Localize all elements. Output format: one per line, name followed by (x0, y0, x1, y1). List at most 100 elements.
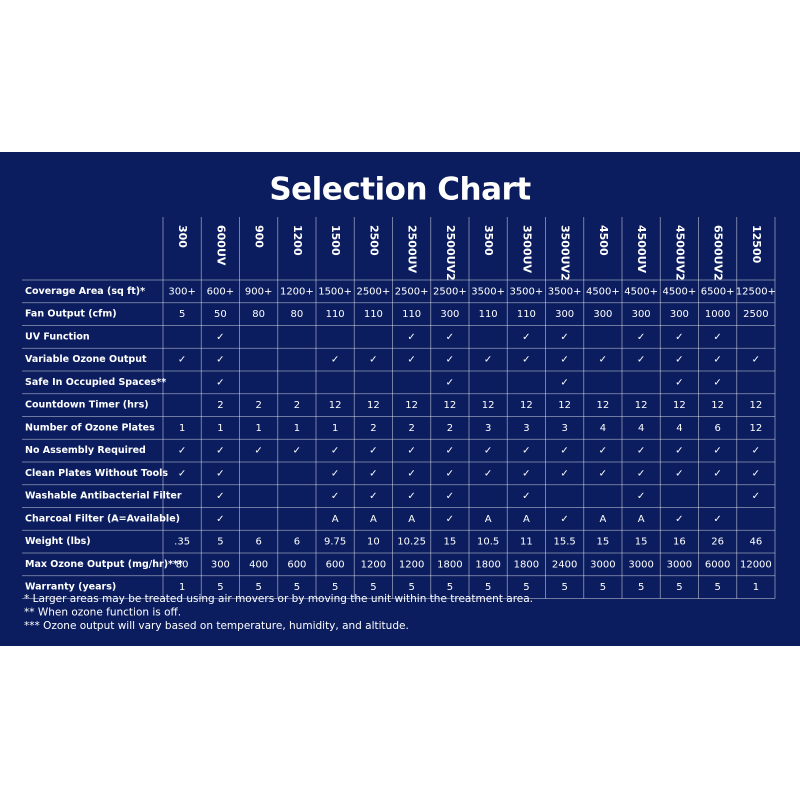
cell: ✓ (446, 377, 454, 388)
cell: 5 (523, 582, 529, 593)
cell: 110 (326, 309, 345, 320)
cell: ✓ (446, 355, 454, 366)
cell: 3 (561, 423, 567, 434)
cell: 1 (217, 423, 223, 434)
cell: ✓ (484, 468, 492, 479)
cell: 5 (485, 582, 491, 593)
cell: 6 (714, 423, 720, 434)
cell: ✓ (637, 468, 645, 479)
cell: 5 (600, 582, 606, 593)
cell: ✓ (216, 377, 224, 388)
cell: 5 (179, 309, 185, 320)
cell: 1 (179, 582, 185, 593)
cell: A (485, 514, 492, 525)
cell: 11 (520, 537, 533, 548)
cell: 5 (714, 582, 720, 593)
cell: 1 (753, 582, 759, 593)
cell: 12 (597, 400, 610, 411)
cell: 2 (294, 400, 300, 411)
column-header: 1500 (329, 225, 342, 256)
column-header: 600UV (214, 225, 227, 266)
footnote: * Larger areas may be treated using air … (24, 593, 533, 605)
row-label: Warranty (years) (25, 582, 116, 593)
cell: 3 (523, 423, 529, 434)
cell: ✓ (560, 468, 568, 479)
cell: 12 (673, 400, 686, 411)
cell: ✓ (675, 377, 683, 388)
cell: ✓ (713, 446, 721, 457)
cell: 110 (364, 309, 383, 320)
cell: 80 (291, 309, 304, 320)
cell: 5 (217, 582, 223, 593)
cell: 900+ (245, 286, 272, 297)
cell: 1 (332, 423, 338, 434)
cell: 1000 (705, 309, 730, 320)
cell: 1500+ (318, 286, 352, 297)
cell: 2400 (552, 559, 577, 570)
row-label: Max Ozone Output (mg/hr)*** (25, 559, 183, 570)
cell: 600 (326, 559, 345, 570)
cell: ✓ (407, 355, 415, 366)
cell: 12 (750, 400, 763, 411)
row-label: Number of Ozone Plates (25, 422, 155, 433)
cell: ✓ (560, 446, 568, 457)
cell: ✓ (216, 355, 224, 366)
cell: 12 (635, 400, 648, 411)
cell: ✓ (713, 355, 721, 366)
column-header: 300 (176, 225, 189, 248)
cell: 6 (294, 537, 300, 548)
cell: 5 (332, 582, 338, 593)
cell: 12 (405, 400, 418, 411)
cell: 3000 (590, 559, 615, 570)
cell: 3 (485, 423, 491, 434)
cell: ✓ (369, 468, 377, 479)
cell: 300 (440, 309, 459, 320)
cell: ✓ (522, 332, 530, 343)
cell: 400 (249, 559, 268, 570)
footnote: ** When ozone function is off. (24, 607, 181, 619)
cell: 600+ (207, 286, 234, 297)
cell: ✓ (369, 491, 377, 502)
cell: 15.5 (553, 537, 575, 548)
cell: ✓ (637, 446, 645, 457)
cell: ✓ (216, 468, 224, 479)
cell: 15 (635, 537, 648, 548)
cell: 12 (711, 400, 724, 411)
cell: ✓ (254, 446, 262, 457)
cell: 12 (444, 400, 457, 411)
cell: A (332, 514, 339, 525)
cell: 5 (294, 582, 300, 593)
cell: 46 (750, 537, 763, 548)
cell: 4 (600, 423, 606, 434)
cell: ✓ (216, 332, 224, 343)
cell: 110 (479, 309, 498, 320)
cell: ✓ (178, 355, 186, 366)
cell: 3500+ (548, 286, 582, 297)
cell: ✓ (331, 355, 339, 366)
row-label: Variable Ozone Output (25, 354, 147, 365)
cell: ✓ (484, 446, 492, 457)
cell: 50 (214, 309, 227, 320)
column-header: 4500UV2 (673, 225, 686, 281)
cell: 5 (370, 582, 376, 593)
cell: 15 (597, 537, 610, 548)
cell: ✓ (752, 355, 760, 366)
row-label: Safe In Occupied Spaces** (25, 377, 166, 388)
column-header: 2500UV2 (444, 225, 457, 281)
cell: ✓ (446, 491, 454, 502)
cell: 10.25 (397, 537, 426, 548)
cell: 80 (252, 309, 265, 320)
cell: 4500+ (662, 286, 696, 297)
cell: ✓ (675, 332, 683, 343)
cell: ✓ (599, 468, 607, 479)
cell: 12 (329, 400, 342, 411)
cell: ✓ (637, 491, 645, 502)
row-label: Weight (lbs) (25, 536, 91, 547)
cell: 10.5 (477, 537, 499, 548)
cell: 12 (367, 400, 380, 411)
column-header: 3500UV (520, 225, 533, 274)
cell: ✓ (522, 446, 530, 457)
row-label: Countdown Timer (hrs) (25, 400, 149, 411)
